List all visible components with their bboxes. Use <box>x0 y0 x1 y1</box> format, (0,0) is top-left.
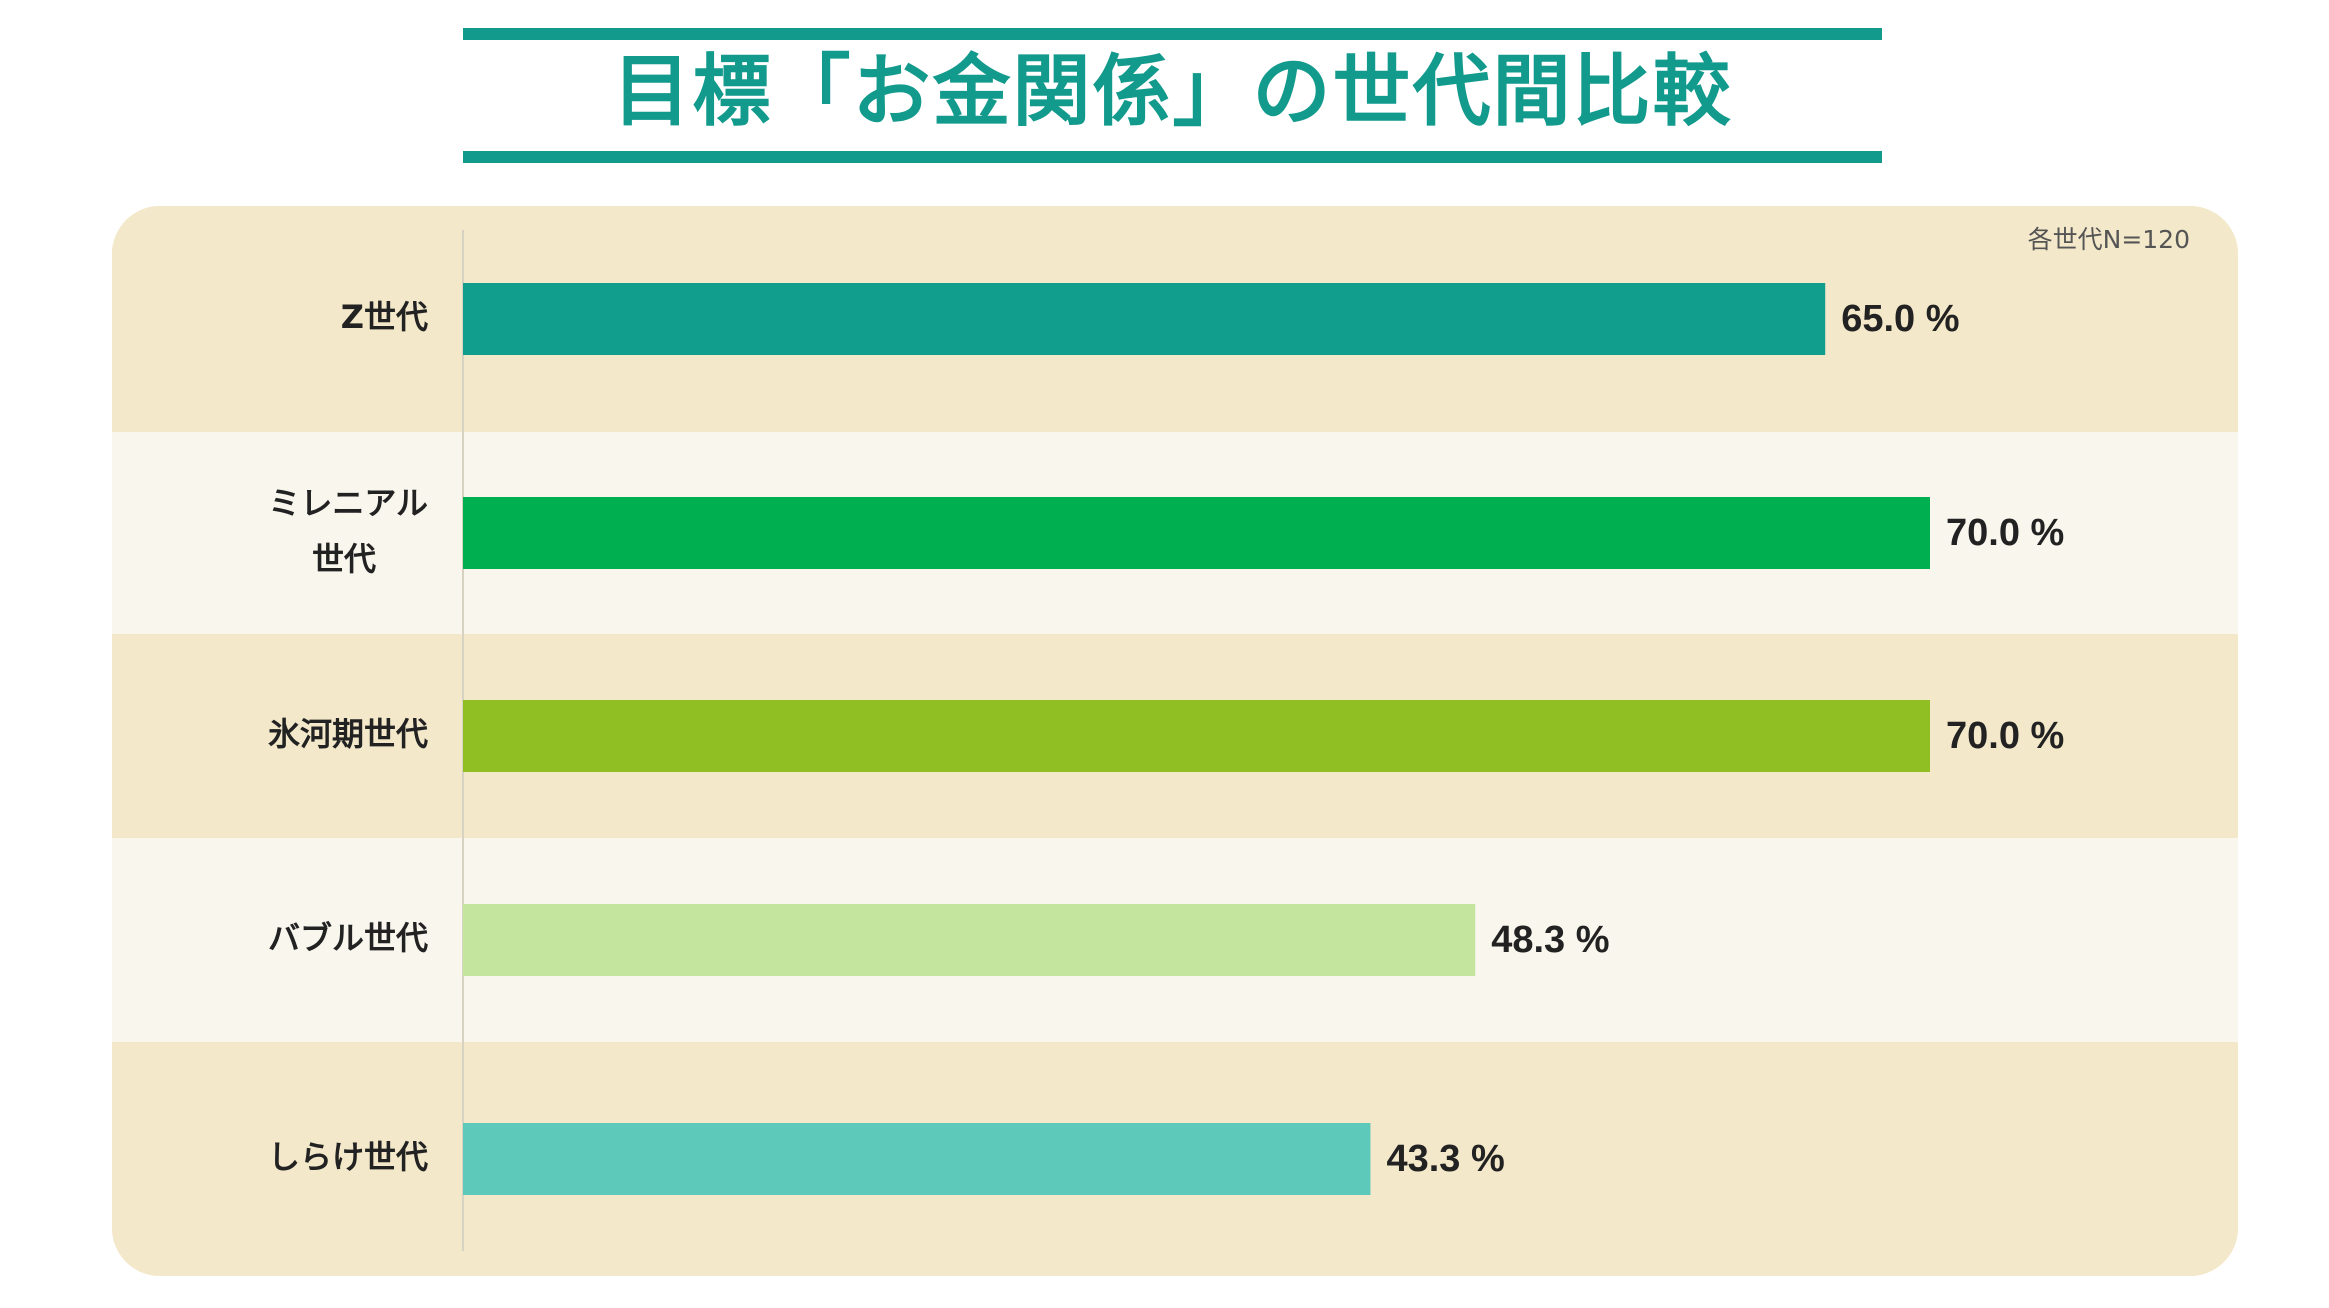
category-label: 氷河期世代 <box>268 715 428 753</box>
chart-panel: Z世代 65.0 % ミレニアル世代 70.0 % 氷河期世代 70.0 % バブル世代 48… <box>112 206 2238 1276</box>
bar <box>463 283 1826 355</box>
bar <box>463 700 1930 772</box>
category-label: しらけ世代 <box>268 1138 428 1176</box>
value-label: 43.3 % <box>1386 1138 1504 1180</box>
title-rule-top <box>463 28 1882 40</box>
value-label: 70.0 % <box>1946 715 2064 757</box>
value-label: 48.3 % <box>1491 919 1609 961</box>
value-label: 65.0 % <box>1841 298 1959 340</box>
bar <box>463 497 1930 569</box>
bar <box>463 1123 1371 1195</box>
sample-size-note: 各世代N=120 <box>2027 225 2190 254</box>
category-label: Z世代 <box>341 298 428 336</box>
value-label: 70.0 % <box>1946 512 2064 554</box>
category-label: バブル世代 <box>268 919 428 957</box>
category-label: 世代 <box>312 540 376 578</box>
chart-title: 目標「お金関係」の世代間比較 <box>612 47 1733 137</box>
category-label: ミレニアル <box>268 484 428 522</box>
title-rule-bottom <box>463 151 1882 163</box>
bar <box>463 904 1476 976</box>
